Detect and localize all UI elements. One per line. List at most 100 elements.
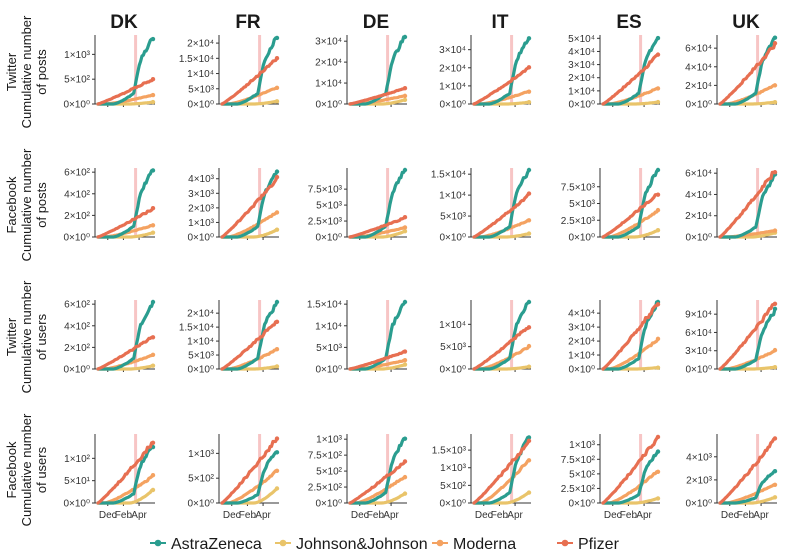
series-endpoint — [655, 365, 661, 370]
y-tick-label: 4×10³ — [686, 452, 713, 463]
row-label-line: of users — [34, 446, 49, 493]
legend-item-astrazeneca: AstraZeneca — [150, 536, 262, 553]
series-line-astrazeneca — [718, 172, 777, 239]
y-tick-label: 1.5×10⁴ — [179, 54, 214, 65]
y-tick-label: 0×10⁰ — [568, 100, 595, 111]
series-line-pfizer — [220, 436, 279, 505]
y-tick-label: 5×10³ — [316, 201, 343, 212]
row-label-3: Facebook Cumulative number of users — [4, 413, 49, 526]
series-line-pfizer — [718, 302, 777, 371]
series-line-astrazeneca — [472, 36, 531, 106]
legend-dot — [279, 539, 287, 547]
y-tick-label: 1.5×10⁴ — [431, 170, 466, 181]
series-endpoint — [150, 77, 156, 82]
y-tick-label: 2×10⁴ — [439, 63, 466, 74]
legend-label: Pfizer — [578, 536, 620, 553]
x-tick-label: Apr — [131, 510, 147, 521]
y-tick-label: 5×10² — [440, 481, 467, 492]
y-tick-label: 0×10⁰ — [439, 499, 466, 510]
panel-de-2: 0×10⁰ 5×10³ 1×10⁴ 1.5×10⁴ — [307, 300, 408, 376]
y-tick-label: 0×10⁰ — [187, 499, 214, 510]
y-tick-label: 6×10² — [64, 168, 91, 179]
series-endpoint — [526, 231, 532, 236]
series-endpoint — [526, 65, 532, 70]
row-label-line: Facebook — [4, 441, 19, 499]
x-tick-label: Feb — [367, 510, 385, 521]
series-line-astrazeneca — [96, 37, 155, 106]
panel-dk-2: 0×10⁰ 2×10² 4×10² 6×10² — [63, 300, 156, 376]
x-tick-label: Dec — [351, 510, 369, 521]
series-endpoint — [150, 223, 156, 228]
row-label-1: Facebook Cumulative number of posts — [4, 148, 49, 261]
row-label-line: Twitter — [4, 317, 19, 356]
series-endpoint — [402, 459, 408, 464]
series-line-pfizer — [96, 206, 155, 239]
panel-fr-2: 0×10⁰ 5×10³ 1×10⁴ 1.5×10⁴ 2×10⁴ — [179, 299, 280, 376]
series-endpoint — [274, 55, 280, 61]
series-endpoint — [402, 349, 408, 354]
series-endpoint — [526, 100, 532, 105]
x-tick-label: Feb — [115, 510, 133, 521]
panel-uk-0: 0×10⁰ 2×10⁴ 4×10⁴ 6×10⁴ — [685, 35, 778, 111]
y-tick-label: 2×10⁴ — [568, 73, 595, 84]
series-endpoint — [402, 167, 408, 173]
y-tick-label: 3×10⁴ — [568, 323, 595, 334]
series-line-pfizer — [601, 302, 660, 371]
x-tick-label: Apr — [255, 510, 271, 521]
country-header-dk: DK — [110, 12, 138, 33]
series-endpoint — [274, 450, 280, 455]
y-tick-label: 4×10³ — [188, 174, 215, 185]
series-line-pfizer — [348, 349, 407, 371]
y-tick-label: 6×10⁴ — [685, 169, 712, 180]
series-endpoint — [526, 364, 532, 369]
series-endpoint — [655, 302, 661, 307]
y-tick-label: 1×10⁴ — [315, 79, 342, 90]
y-tick-label: 2×10² — [64, 211, 91, 222]
series-endpoint — [772, 228, 778, 233]
series-endpoint — [402, 215, 408, 220]
series-endpoint — [655, 227, 661, 233]
y-tick-label: 3×10⁴ — [568, 60, 595, 71]
series-endpoint — [274, 85, 280, 91]
y-tick-label: 6×10² — [64, 300, 91, 311]
y-tick-label: 4×10² — [64, 321, 91, 332]
y-tick-label: 5×10³ — [188, 84, 215, 95]
series-endpoint — [655, 469, 661, 475]
y-tick-label: 4×10² — [64, 189, 91, 200]
series-endpoint — [526, 435, 532, 440]
series-endpoint — [274, 319, 280, 325]
series-endpoint — [526, 36, 532, 41]
y-tick-label: 0×10⁰ — [685, 233, 712, 244]
y-tick-label: 7.5×10³ — [561, 182, 596, 193]
y-tick-label: 5×10⁴ — [568, 34, 595, 45]
y-tick-label: 0×10⁰ — [568, 365, 595, 376]
series-endpoint — [402, 225, 408, 230]
series-endpoint — [526, 167, 532, 173]
series-line-astrazeneca — [348, 300, 407, 371]
y-tick-label: 1×10⁴ — [315, 321, 342, 332]
x-tick-label: Dec — [721, 510, 739, 521]
series-endpoint — [655, 192, 661, 197]
y-tick-label: 2×10⁴ — [685, 81, 712, 92]
row-label-line: Cumulative number — [19, 15, 34, 128]
row-label-line: Facebook — [4, 176, 19, 234]
series-line-pfizer — [96, 441, 155, 505]
panel-es-2: 0×10⁰ 1×10⁴ 2×10⁴ 3×10⁴ 4×10⁴ — [568, 299, 661, 376]
x-tick-label: Feb — [737, 510, 755, 521]
panel-it-1: 0×10⁰ 5×10³ 1×10⁴ 1.5×10⁴ — [431, 167, 532, 244]
series-endpoint — [772, 495, 778, 500]
series-line-astrazeneca — [718, 36, 777, 106]
y-tick-label: 0×10⁰ — [568, 233, 595, 244]
series-endpoint — [150, 335, 156, 340]
series-line-pfizer — [472, 65, 531, 106]
x-tick-label: Apr — [507, 510, 523, 521]
series-endpoint — [772, 347, 778, 353]
panel-de-0: 0×10⁰ 1×10⁴ 2×10⁴ 3×10⁴ — [315, 34, 408, 111]
series-endpoint — [402, 97, 408, 103]
series-endpoint — [402, 34, 408, 40]
series-endpoint — [402, 474, 408, 480]
